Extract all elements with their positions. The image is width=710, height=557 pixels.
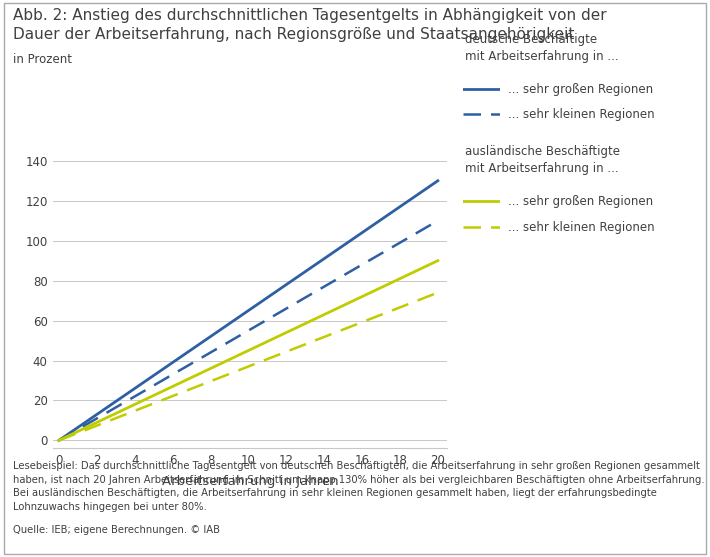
Text: ausländische Beschäftigte
mit Arbeitserfahrung in ...: ausländische Beschäftigte mit Arbeitserf… bbox=[465, 145, 620, 175]
Text: Lesebeispiel: Das durchschnittliche Tagesentgelt von deutschen Beschäftigten, di: Lesebeispiel: Das durchschnittliche Tage… bbox=[13, 461, 704, 512]
Text: Dauer der Arbeitserfahrung, nach Regionsgröße und Staatsangehörigkeit: Dauer der Arbeitserfahrung, nach Regions… bbox=[13, 27, 574, 42]
Text: ... sehr kleinen Regionen: ... sehr kleinen Regionen bbox=[508, 221, 655, 234]
X-axis label: Arbeitserfahrung in Jahren: Arbeitserfahrung in Jahren bbox=[162, 475, 339, 488]
Text: Quelle: IEB; eigene Berechnungen. © IAB: Quelle: IEB; eigene Berechnungen. © IAB bbox=[13, 525, 220, 535]
Text: ... sehr großen Regionen: ... sehr großen Regionen bbox=[508, 82, 652, 96]
Text: ... sehr kleinen Regionen: ... sehr kleinen Regionen bbox=[508, 108, 655, 121]
Text: deutsche Beschäftigte
mit Arbeitserfahrung in ...: deutsche Beschäftigte mit Arbeitserfahru… bbox=[465, 33, 618, 63]
Text: Abb. 2: Anstieg des durchschnittlichen Tagesentgelts in Abhängigkeit von der: Abb. 2: Anstieg des durchschnittlichen T… bbox=[13, 8, 606, 23]
Text: ... sehr großen Regionen: ... sehr großen Regionen bbox=[508, 195, 652, 208]
Text: in Prozent: in Prozent bbox=[13, 53, 72, 66]
